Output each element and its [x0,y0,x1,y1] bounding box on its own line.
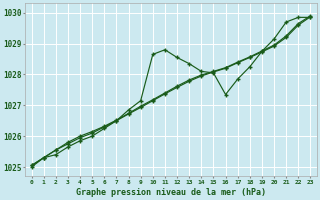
X-axis label: Graphe pression niveau de la mer (hPa): Graphe pression niveau de la mer (hPa) [76,188,266,197]
